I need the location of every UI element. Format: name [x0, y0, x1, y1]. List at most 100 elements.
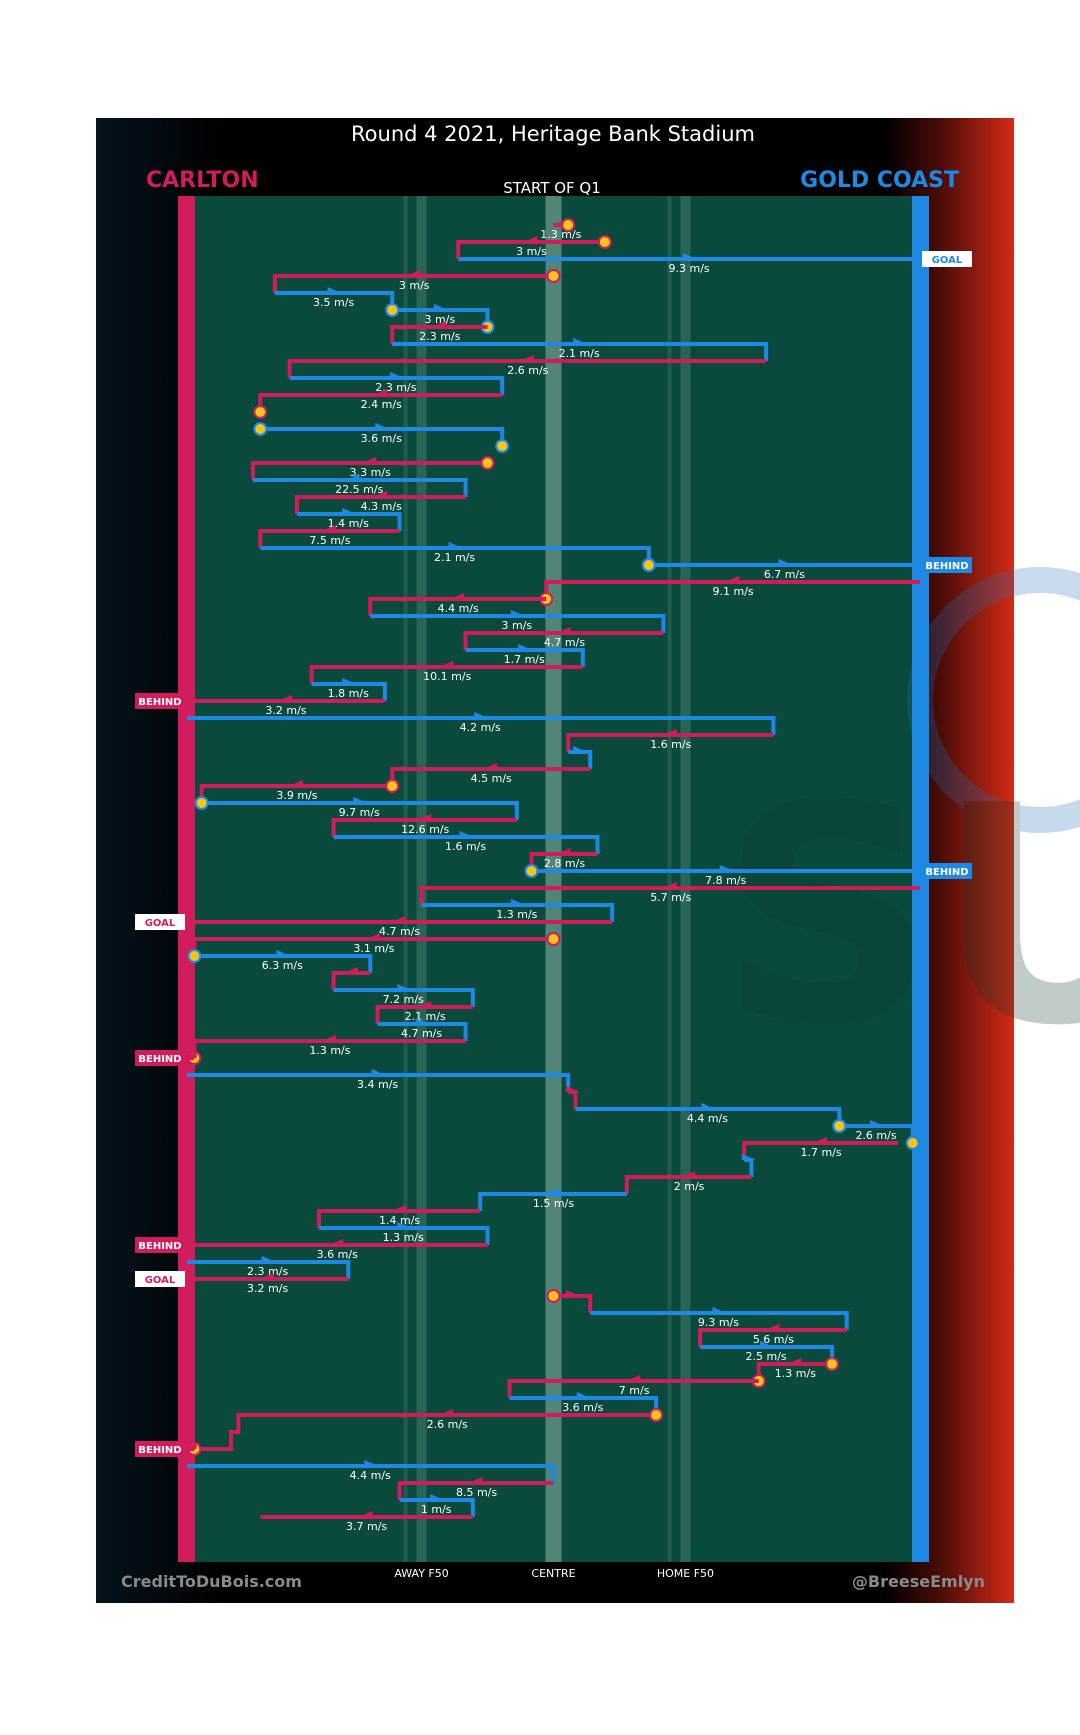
- chain-16: [258, 529, 400, 548]
- chain-speed-26: 3.2 m/s: [265, 704, 306, 717]
- chain-arrow-55: [545, 1188, 560, 1194]
- chain-outcome-label-2: GOAL: [932, 255, 963, 266]
- chain-22: [463, 631, 664, 650]
- chain-71: [397, 1481, 554, 1500]
- chain-outcome-label-69: BEHIND: [138, 1445, 181, 1456]
- chain-62: [590, 1311, 849, 1330]
- quarter-subtitle: START OF Q1: [503, 179, 601, 197]
- chain-start-marker-3: [546, 269, 561, 283]
- chain-arrow-53: [741, 1154, 756, 1160]
- chain-outcome-label-47: BEHIND: [138, 1054, 181, 1065]
- x-axis-label-1: CENTRE: [531, 1567, 575, 1580]
- chain-arrow-27: [474, 712, 489, 718]
- chain-speed-4: 3.5 m/s: [313, 296, 354, 309]
- chain-arrow-60: [259, 1273, 274, 1279]
- chain-arrow-25: [342, 678, 357, 684]
- chain-start-marker-61: [546, 1289, 561, 1303]
- chain-speed-8: 2.6 m/s: [507, 364, 548, 377]
- chain-arrow-39: [391, 916, 406, 922]
- chain-arrow-71: [468, 1477, 483, 1483]
- chain-speed-66: 7 m/s: [619, 1384, 650, 1397]
- chain-speed-38: 1.3 m/s: [496, 908, 537, 921]
- chain-speed-58: 3.6 m/s: [317, 1248, 358, 1261]
- chain-arrow-16: [321, 525, 336, 531]
- chain-speed-2: 9.3 m/s: [669, 262, 710, 275]
- chain-12: [250, 461, 488, 480]
- chain-15: [296, 512, 402, 531]
- chain-42: [331, 971, 371, 990]
- chain-13: [252, 478, 468, 497]
- right-credit: @BreeseEmlyn: [852, 1572, 985, 1591]
- chain-arrow-44: [417, 1001, 432, 1007]
- chain-48: [187, 1073, 571, 1092]
- chain-arrow-5: [433, 304, 448, 310]
- chain-arrow-63: [765, 1324, 780, 1330]
- zone-line-aux-2: [667, 196, 672, 1562]
- chain-arrow-34: [459, 831, 474, 837]
- chain-outcome-box-58: [135, 1237, 185, 1253]
- chain-speed-14: 4.3 m/s: [361, 500, 402, 513]
- chain-speed-50: 4.4 m/s: [687, 1112, 728, 1125]
- chain-start-marker-12: [480, 456, 495, 470]
- chain-24: [309, 665, 583, 684]
- chart-title: Round 4 2021, Heritage Bank Stadium: [351, 122, 755, 146]
- chain-37: [419, 886, 920, 905]
- chain-arrow-12: [362, 457, 377, 463]
- chain-speed-6: 2.3 m/s: [419, 330, 460, 343]
- chain-arrow-70: [364, 1460, 379, 1466]
- chain-arrow-40: [365, 933, 380, 939]
- chain-arrow-38: [510, 899, 525, 905]
- chain-speed-59: 2.3 m/s: [247, 1265, 288, 1278]
- chain-38: [421, 903, 615, 922]
- chain-59: [187, 1260, 351, 1279]
- chain-arrow-73: [358, 1511, 373, 1517]
- chain-outcome-box-2: [922, 251, 972, 267]
- chain-arrow-22: [556, 627, 571, 633]
- chain-66: [507, 1379, 759, 1398]
- chain-arrow-58: [329, 1239, 344, 1245]
- chain-speed-23: 1.7 m/s: [504, 653, 545, 666]
- chain-speed-54: 2 m/s: [674, 1180, 705, 1193]
- chain-arrow-50: [701, 1103, 716, 1109]
- chain-arrow-69: [182, 1443, 197, 1449]
- chain-speed-22: 4.7 m/s: [544, 636, 585, 649]
- chain-8: [287, 359, 767, 378]
- chain-3: [272, 274, 554, 293]
- chain-arrow-45: [415, 1018, 430, 1024]
- chain-speed-52: 1.7 m/s: [800, 1146, 841, 1159]
- chain-speed-5: 3 m/s: [425, 313, 456, 326]
- chain-start-marker-11: [253, 422, 268, 436]
- chain-outcome-box-26: [135, 693, 185, 709]
- chain-speed-12: 3.3 m/s: [350, 466, 391, 479]
- chain-arrow-3: [406, 270, 421, 276]
- chain-9: [289, 376, 505, 395]
- chain-speed-11: 3.6 m/s: [361, 432, 402, 445]
- chain-speed-68: 2.6 m/s: [427, 1418, 468, 1431]
- chain-70: [187, 1464, 556, 1483]
- chain-20: [368, 597, 547, 616]
- chain-start-marker-51: [832, 1119, 847, 1133]
- chain-arrow-17: [448, 542, 463, 548]
- chain-outcome-label-36: BEHIND: [925, 867, 968, 878]
- chain-speed-32: 9.7 m/s: [339, 806, 380, 819]
- chain-speed-62: 9.3 m/s: [698, 1316, 739, 1329]
- chain-arrow-62: [712, 1307, 727, 1313]
- chain-arrow-61: [565, 1290, 580, 1296]
- chain-arrow-46: [321, 1035, 336, 1041]
- chain-arrow-59: [261, 1256, 276, 1262]
- chain-arrow-67: [576, 1392, 591, 1398]
- gold-coast-goal-line: [912, 196, 929, 1562]
- chain-57: [318, 1226, 490, 1245]
- chain-arrow-35: [556, 848, 571, 854]
- chain-outcome-box-60: [135, 1271, 185, 1287]
- chain-arrow-11: [375, 423, 390, 429]
- chain-33: [331, 818, 517, 837]
- chain-speed-0: 1.3 m/s: [540, 228, 581, 241]
- chain-arrow-29: [573, 746, 588, 752]
- chain-speed-35: 2.8 m/s: [544, 857, 585, 870]
- chain-speed-17: 2.1 m/s: [434, 551, 475, 564]
- chain-28: [566, 733, 774, 752]
- chain-speed-3: 3 m/s: [399, 279, 430, 292]
- carlton-goal-line: [178, 196, 195, 1562]
- chain-arrow-52: [813, 1137, 828, 1143]
